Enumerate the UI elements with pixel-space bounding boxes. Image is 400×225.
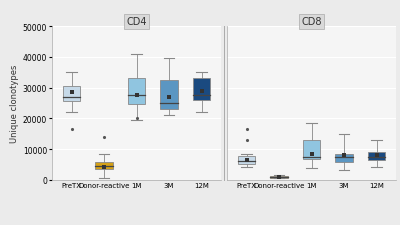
Bar: [95, 162, 113, 169]
Bar: [192, 79, 210, 100]
Bar: [302, 140, 320, 159]
Bar: [270, 176, 288, 178]
Bar: [160, 81, 178, 110]
Bar: [128, 79, 146, 105]
Y-axis label: Unique clonotypes: Unique clonotypes: [10, 65, 18, 142]
Text: CD4: CD4: [126, 17, 147, 27]
Bar: [368, 152, 386, 161]
Text: CD8: CD8: [301, 17, 322, 27]
Bar: [62, 87, 80, 102]
Bar: [238, 156, 256, 164]
Bar: [335, 154, 353, 162]
